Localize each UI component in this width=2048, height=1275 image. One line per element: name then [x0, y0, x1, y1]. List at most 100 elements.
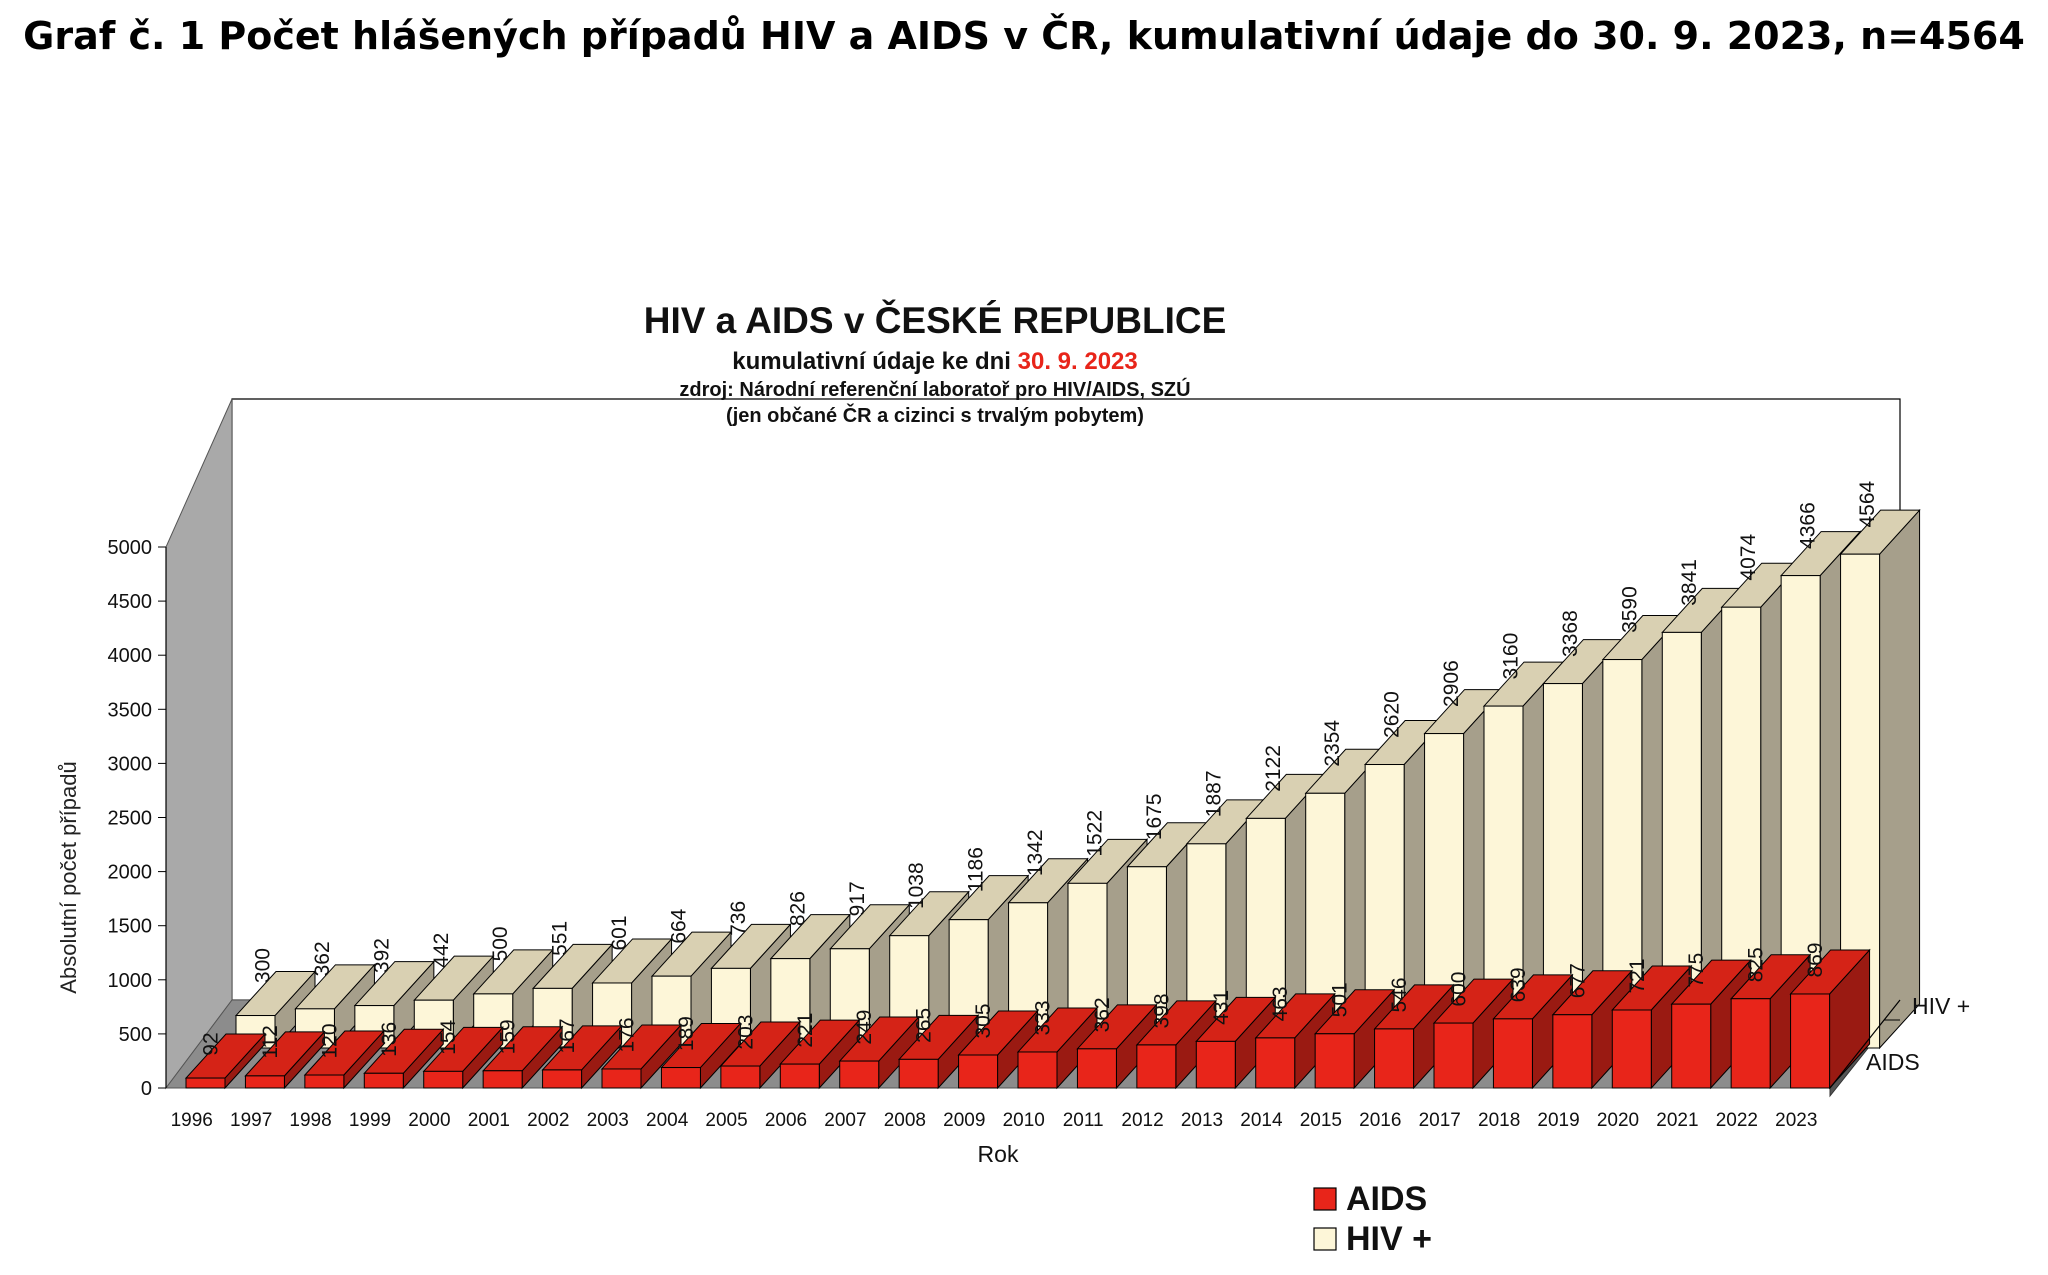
aids-bar-front: [1492, 1018, 1533, 1089]
hiv-data-label: 917: [846, 881, 869, 916]
y-axis: 0 500 1000 1500 2000 2500 3000 3500 4000 4500 5000…: [56, 537, 167, 1100]
hiv-data-label: 1887: [1202, 770, 1225, 817]
y-tick-label: 1500: [108, 916, 153, 938]
aids-bar-front: [720, 1065, 761, 1089]
aids-data-label: 869: [1804, 942, 1827, 977]
y-tick-label: 3500: [108, 699, 153, 721]
x-tick-label: 2022: [1716, 1110, 1758, 1131]
aids-bar: [422, 1026, 504, 1090]
subtitle-prefix: kumulativní údaje ke dni: [732, 348, 1017, 375]
x-axis-title: Rok: [978, 1141, 1019, 1167]
aids-bar: [719, 1020, 801, 1090]
aids-bar: [303, 1029, 385, 1090]
aids-data-label: 398: [1150, 993, 1173, 1028]
aids-bar: [1789, 948, 1871, 1090]
hiv-bar-side: [1879, 508, 1921, 1050]
aids-data-label: 203: [734, 1015, 757, 1050]
x-tick-label: 2007: [824, 1110, 866, 1131]
hiv-data-label: 2122: [1262, 745, 1285, 792]
x-tick-label: 2011: [1063, 1110, 1104, 1131]
aids-data-label: 825: [1745, 947, 1768, 982]
x-tick-label: 2019: [1537, 1110, 1579, 1131]
aids-bar: [244, 1030, 326, 1090]
aids-data-label: 92: [200, 1032, 223, 1055]
aids-data-label: 677: [1566, 963, 1589, 998]
x-tick-label: 1999: [349, 1110, 391, 1131]
aids-data-label: 189: [675, 1016, 698, 1051]
aids-series: 92 112 120 136 154 159 167 176 189 203 221 249 265 30…: [184, 942, 1871, 1090]
chart-source: zdroj: Národní referenční laboratoř pro …: [679, 377, 1190, 401]
aids-data-label: 221: [794, 1013, 817, 1048]
hiv-data-label: 826: [786, 891, 809, 926]
x-tick-label: 1996: [171, 1110, 213, 1131]
chart-headings: HIV a AIDS v ČESKÉ REPUBLICE kumulativní…: [644, 299, 1227, 427]
legend-swatch: [1313, 1227, 1337, 1251]
aids-bar-front: [898, 1058, 939, 1089]
hiv-data-label: 362: [311, 941, 334, 976]
aids-bar-front: [1730, 998, 1771, 1089]
aids-bar-front: [1790, 993, 1831, 1089]
x-tick-label: 2014: [1240, 1110, 1283, 1131]
chart-title: HIV a AIDS v ČESKÉ REPUBLICE: [644, 299, 1227, 341]
x-tick-label: 2015: [1300, 1110, 1342, 1131]
hiv-data-label: 736: [727, 901, 750, 936]
hiv-data-label: 1522: [1084, 810, 1107, 857]
aids-data-label: 136: [378, 1022, 401, 1057]
aids-data-label: 721: [1626, 958, 1649, 993]
hiv-data-label: 1038: [905, 862, 928, 909]
aids-data-label: 333: [1032, 1000, 1055, 1035]
x-tick-label: 1997: [230, 1110, 272, 1131]
aids-bar-front: [304, 1074, 345, 1089]
x-tick-label: 2009: [943, 1110, 985, 1131]
aids-bar-front: [185, 1077, 226, 1089]
aids-bar-front: [1136, 1044, 1177, 1089]
hiv-data-label: 3160: [1500, 633, 1523, 680]
hiv-data-label: 4564: [1856, 480, 1879, 527]
legend-label: HIV +: [1346, 1220, 1432, 1258]
hiv-data-label: 2620: [1381, 691, 1404, 738]
aids-bar: [482, 1025, 564, 1090]
y-tick-label: 500: [119, 1024, 152, 1046]
aids-bar-front: [1017, 1051, 1058, 1089]
hiv-data-label: 1675: [1143, 793, 1166, 840]
hiv-data-label: 551: [549, 921, 572, 956]
hiv-data-label: 3368: [1559, 610, 1582, 657]
aids-data-label: 167: [556, 1018, 579, 1053]
x-tick-label: 2003: [587, 1110, 629, 1131]
x-tick-label: 2002: [527, 1110, 569, 1131]
depth-axis-line: [1829, 999, 1901, 1089]
hiv-data-label: 442: [430, 933, 453, 968]
hiv-data-label: 664: [668, 908, 691, 943]
aids-bar: [541, 1024, 623, 1090]
hiv-data-label: 2354: [1321, 720, 1344, 767]
hiv-data-label: 3841: [1678, 559, 1701, 606]
aids-bar-front: [601, 1068, 642, 1089]
x-tick-label: 2021: [1656, 1110, 1698, 1131]
aids-data-label: 639: [1507, 967, 1530, 1002]
aids-data-label: 362: [1091, 997, 1114, 1032]
x-tick-label: 2018: [1478, 1110, 1520, 1131]
aids-bar-front: [1255, 1037, 1296, 1089]
aids-bar-front: [423, 1070, 464, 1089]
x-tick-label: 2012: [1121, 1110, 1163, 1131]
y-tick-label: 4500: [108, 591, 153, 613]
x-tick-label: 1998: [289, 1110, 331, 1131]
hiv-data-label: 4074: [1737, 534, 1760, 581]
hiv-data-label: 1342: [1024, 829, 1047, 876]
aids-bar-front: [363, 1072, 404, 1089]
y-tick-label: 0: [141, 1078, 152, 1100]
aids-data-label: 249: [853, 1010, 876, 1045]
side-wall: [165, 398, 233, 1090]
hiv-data-label: 500: [489, 926, 512, 961]
aids-data-label: 463: [1269, 986, 1292, 1021]
aids-data-label: 112: [259, 1025, 282, 1058]
chart-subtitle: kumulativní údaje ke dni 30. 9. 2023: [732, 348, 1138, 375]
x-tick-label: 2008: [884, 1110, 926, 1131]
aids-data-label: 120: [318, 1023, 341, 1058]
y-tick-label: 3000: [108, 753, 153, 775]
y-tick-label: 5000: [108, 537, 153, 559]
y-tick-label: 2000: [108, 862, 153, 884]
aids-bar-front: [482, 1070, 523, 1089]
